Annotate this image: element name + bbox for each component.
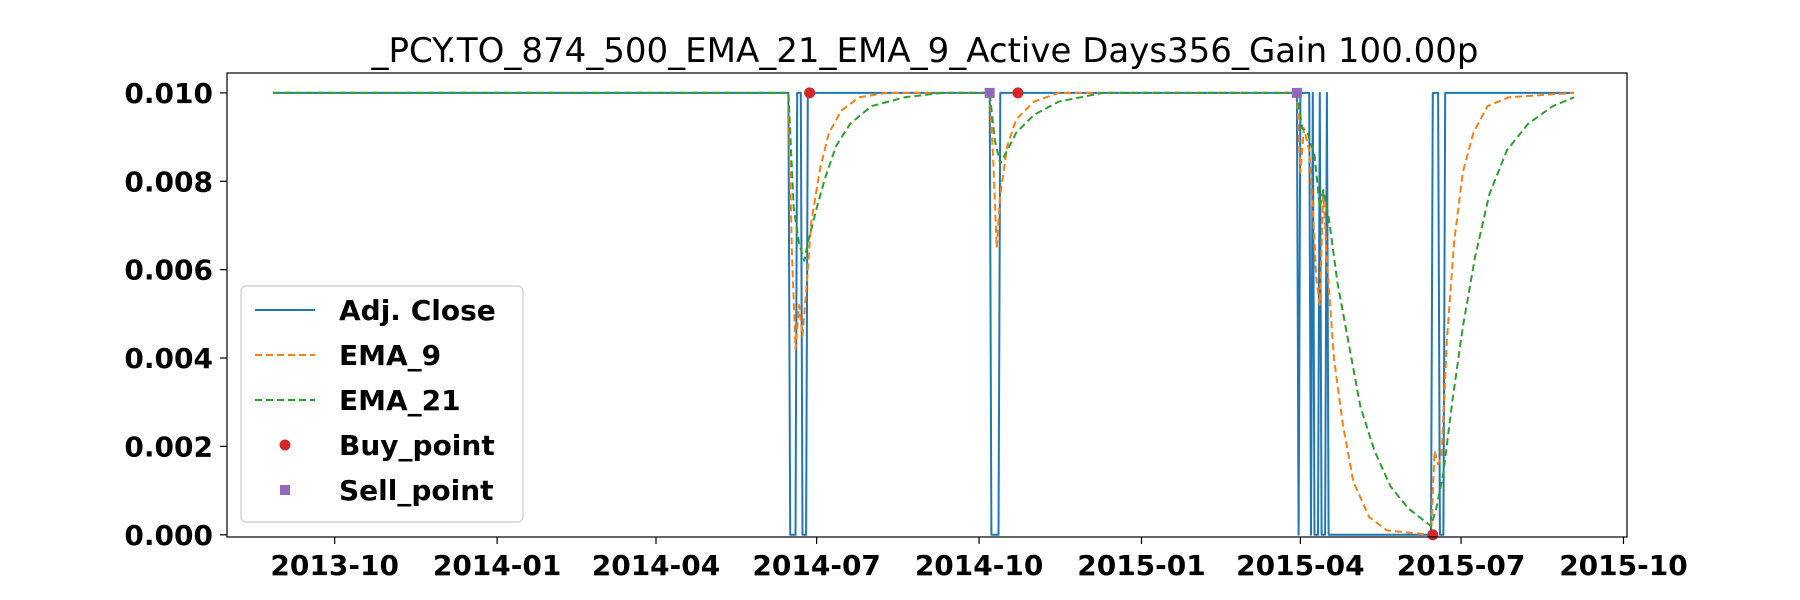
legend-label-ema-9: EMA_9 [339, 339, 441, 372]
x-tick-label: 2015-04 [1236, 549, 1365, 582]
series-line-adj-close [272, 91, 1574, 536]
legend-label-adj-close: Adj. Close [339, 294, 496, 327]
x-tick-label: 2015-10 [1559, 549, 1688, 582]
y-tick-label: 0.010 [124, 77, 213, 110]
plot-frame [226, 72, 1628, 538]
x-tick-label: 2013-10 [270, 549, 399, 582]
legend-swatch-sell-point [280, 485, 290, 495]
x-tick-label: 2014-07 [752, 549, 881, 582]
sell-point-marker-1 [984, 87, 995, 98]
legend-box [240, 285, 524, 523]
y-tick-label: 0.006 [124, 254, 213, 287]
sell-point-marker-2 [1291, 87, 1302, 98]
legend: Adj. Close EMA_9 EMA_21 Buy_point Sell_point [240, 285, 524, 523]
axes: 2013-10 2014-01 2014-04 2014-07 2014-10 2015-… [124, 72, 1688, 582]
legend-label-ema-21: EMA_21 [339, 384, 461, 417]
series-line-ema-9 [272, 91, 1575, 536]
y-tick-label: 0.008 [124, 165, 213, 198]
x-tick-label: 2014-04 [592, 549, 721, 582]
plot-area [272, 91, 1575, 536]
y-tick-label: 0.004 [124, 342, 213, 375]
legend-swatch-buy-point [279, 439, 291, 451]
buy-point-marker-2 [1012, 87, 1024, 99]
legend-label-buy-point: Buy_point [339, 429, 495, 462]
y-tick-label: 0.002 [124, 430, 213, 463]
chart-title: _PCY.TO_874_500_EMA_21_EMA_9_Active Days… [371, 31, 1479, 71]
series-line-ema-21 [272, 91, 1575, 527]
x-tick-label: 2014-01 [433, 549, 562, 582]
buy-point-marker-3 [1427, 529, 1439, 541]
x-tick-label: 2015-01 [1077, 549, 1206, 582]
legend-label-sell-point: Sell_point [339, 474, 494, 507]
y-tick-label: 0.000 [124, 519, 213, 552]
x-tick-label: 2015-07 [1397, 549, 1526, 582]
x-tick-label: 2014-10 [915, 549, 1044, 582]
buy-point-marker-1 [804, 87, 816, 99]
